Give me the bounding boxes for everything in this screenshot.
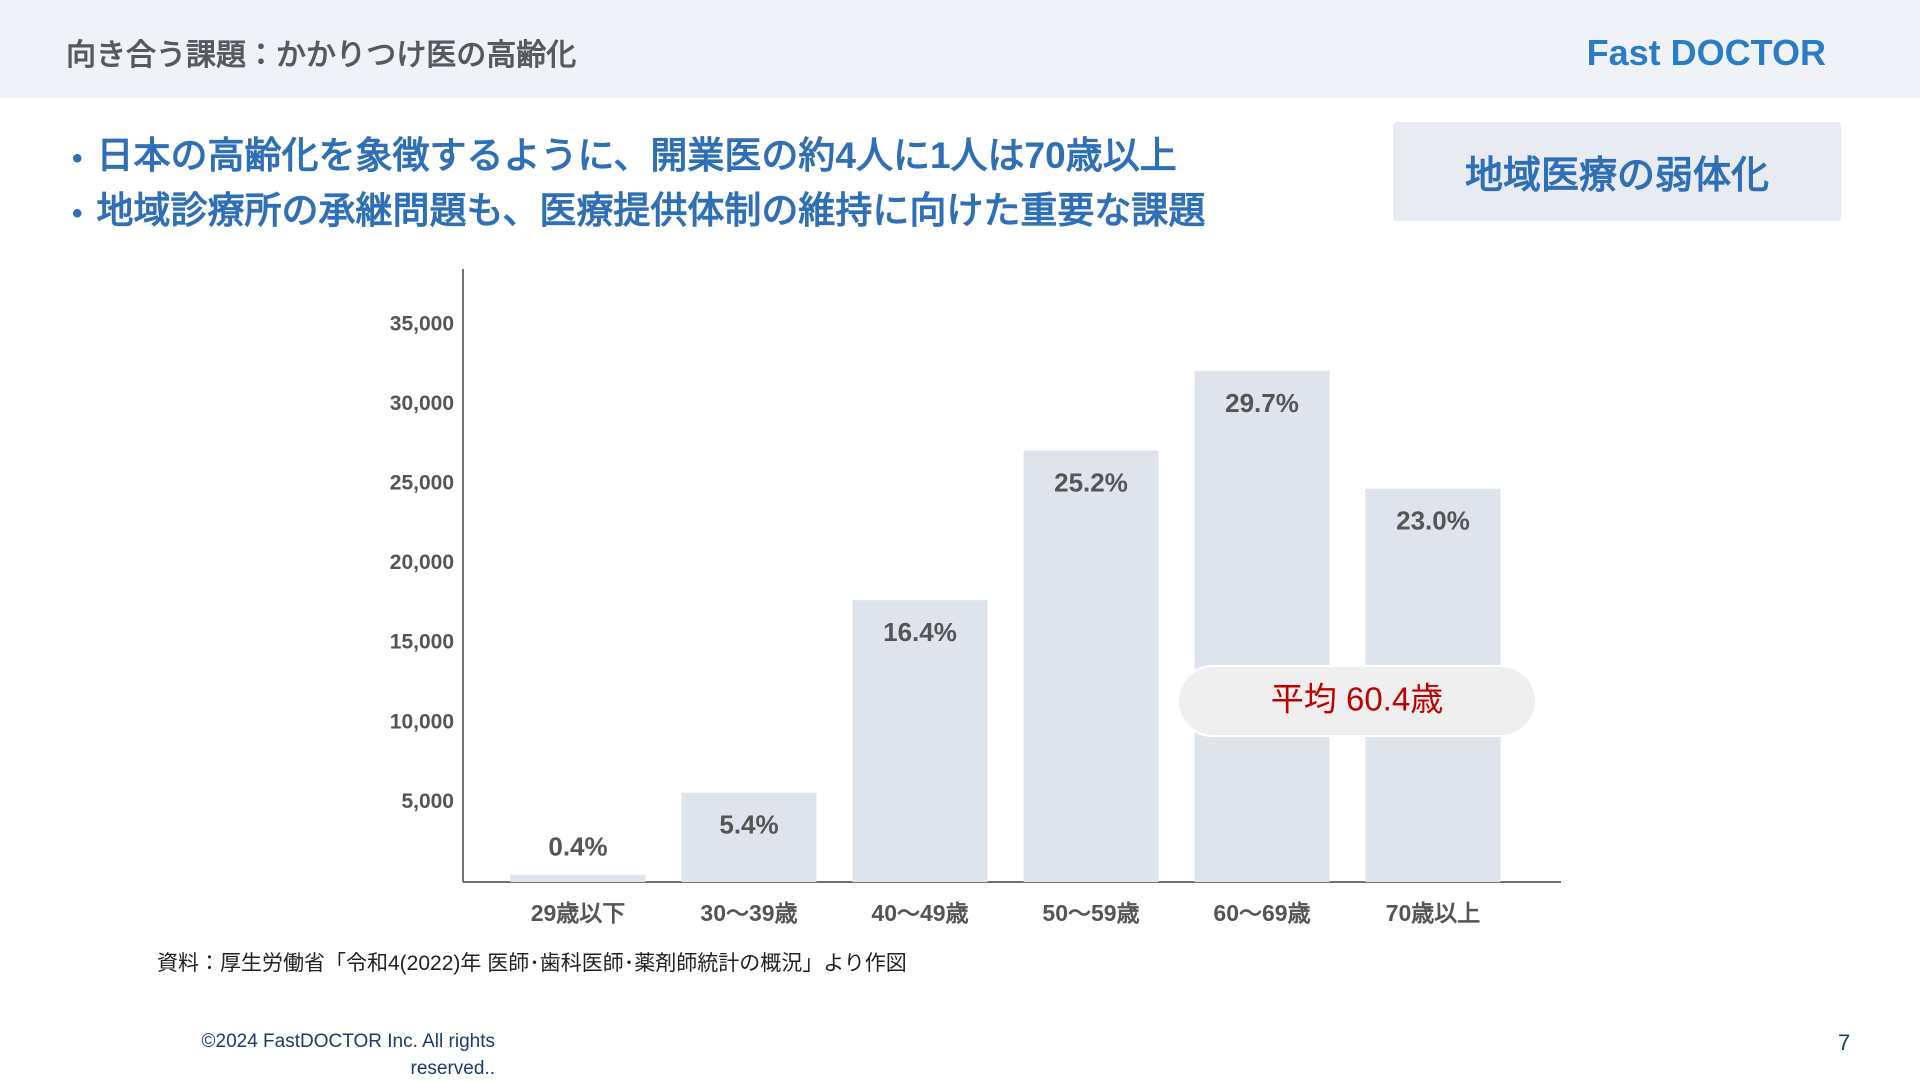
page-number: 7: [1838, 1030, 1851, 1055]
copyright: ©2024 FastDOCTOR Inc. All rights reserve…: [201, 1031, 495, 1079]
x-tick-label: 29歳以下: [531, 900, 626, 926]
y-tick-label: 30,000: [390, 392, 454, 415]
bar: [510, 874, 646, 882]
x-tick-label: 50〜59歳: [1042, 900, 1139, 926]
share-label: 29.7%: [1225, 388, 1299, 418]
bar: [1194, 370, 1330, 882]
share-label: 25.2%: [1054, 467, 1128, 497]
annotation-pill: [1177, 665, 1537, 737]
share-label: 16.4%: [883, 617, 957, 647]
source-note: 資料：厚生労働省「令和4(2022)年 医師･歯科医師･薬剤師統計の概況」より作…: [157, 952, 907, 975]
header-title: 向き合う課題：かかりつけ医の高齢化: [66, 39, 577, 72]
annotation: 平均 60.4歳: [1271, 681, 1443, 718]
share-label: 5.4%: [719, 810, 778, 840]
x-tick-label: 40〜49歳: [871, 900, 968, 926]
x-tick-label: 30〜39歳: [700, 900, 797, 926]
tag: 地域医療の弱体化: [1393, 122, 1841, 221]
bar: [681, 792, 817, 882]
y-tick-label: 15,000: [390, 631, 454, 654]
x-tick-label: 60〜69歳: [1213, 900, 1310, 926]
y-tick-label: 25,000: [390, 471, 454, 494]
y-tick-label: 35,000: [390, 312, 454, 335]
bullet-list: 日本の高齢化を象徴するように、開業医の約4人に1人は70歳以上 地域診療所の承継…: [72, 130, 1206, 240]
bullet: 日本の高齢化を象徴するように、開業医の約4人に1人は70歳以上: [72, 130, 1205, 185]
share-label: 23.0%: [1396, 506, 1470, 536]
y-tick-label: 5,000: [401, 790, 454, 813]
bar: [852, 600, 988, 882]
header-bar: 向き合う課題：かかりつけ医の高齢化 Fast DOCTOR: [0, 0, 1920, 98]
bullet: 地域診療所の承継問題も、医療提供体制の維持に向けた重要な課題: [72, 185, 1206, 240]
y-tick-label: 10,000: [390, 710, 454, 733]
x-tick-label: 70歳以上: [1386, 900, 1481, 926]
y-tick-label: 20,000: [390, 551, 454, 574]
bar: [1023, 450, 1159, 882]
logo: Fast DOCTOR: [1586, 32, 1826, 73]
share-label: 0.4%: [548, 832, 607, 862]
